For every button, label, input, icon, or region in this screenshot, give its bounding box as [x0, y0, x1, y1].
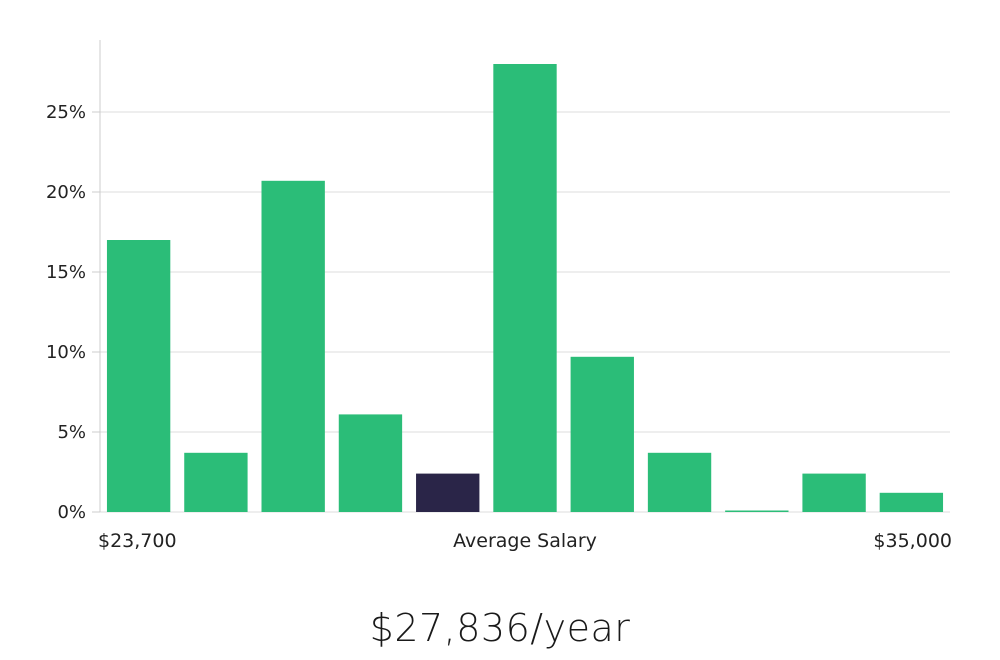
x-max-label: $35,000 [873, 530, 952, 552]
y-tick-label: 5% [57, 422, 86, 443]
bar [184, 452, 248, 512]
bar [647, 452, 712, 512]
y-axis-ticks: 0% 5% 10% 15% 20% 25% [46, 102, 100, 523]
bar [879, 492, 944, 512]
salary-histogram: 0%5%10%15%20%25% $23,700 Average Salary … [46, 40, 952, 552]
bars [106, 64, 944, 513]
bar [725, 510, 789, 512]
average-salary-value: $27,836/year [369, 606, 631, 650]
x-min-label: $23,700 [98, 530, 177, 552]
y-tick-label: 20% [46, 182, 86, 203]
y-tick-label: 15% [46, 262, 86, 283]
bar [261, 180, 325, 513]
bar [802, 473, 866, 512]
x-axis-title: Average Salary [453, 530, 597, 552]
y-tick-label: 10% [46, 342, 86, 363]
y-tick-label: 0% [57, 502, 86, 523]
bar [338, 414, 403, 512]
bar-highlight [416, 473, 480, 512]
bar [106, 240, 171, 512]
bar [493, 64, 557, 512]
y-tick-label: 25% [46, 102, 86, 123]
bar [570, 356, 634, 512]
